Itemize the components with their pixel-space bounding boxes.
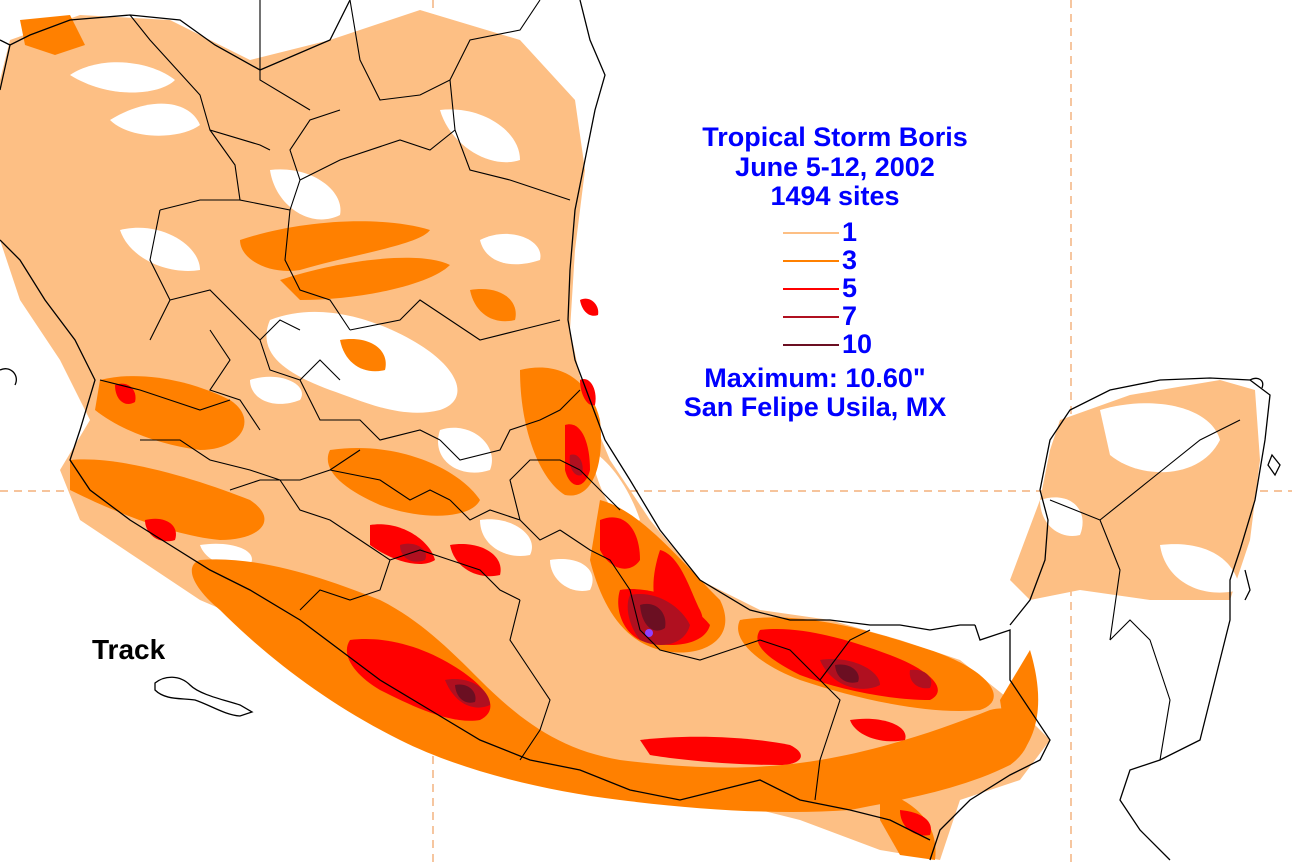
state-borders [99,0,1241,801]
maximum-value: Maximum: 10.60" [704,363,926,393]
rain-contour-10in [455,603,859,703]
map-dates: June 5-12, 2002 [735,152,935,182]
legend-item-10: 10 [780,329,900,360]
legend-item-3: 3 [780,245,900,276]
legend-swatch [783,344,839,346]
legend-item-5: 5 [780,273,900,304]
maximum-location: San Felipe Usila, MX [683,392,947,422]
legend-label: 7 [842,301,858,331]
track-path [154,676,254,717]
legend-swatch [783,288,839,290]
legend-swatch [783,316,839,318]
track-label: Track [92,634,166,665]
legend-item-1: 1 [780,217,900,248]
legend-swatch [783,260,839,262]
map-sites-count: 1494 sites [770,181,900,211]
legend-label: 1 [842,217,858,247]
maximum-rainfall-marker [645,629,653,637]
map-title: Tropical Storm Boris [702,122,968,152]
legend-label: 5 [842,273,858,303]
legend-item-7: 7 [780,301,900,332]
legend-swatch [783,232,839,234]
legend-label: 10 [842,329,873,359]
legend-label: 3 [842,245,858,275]
